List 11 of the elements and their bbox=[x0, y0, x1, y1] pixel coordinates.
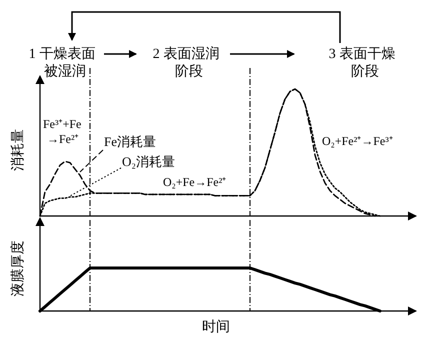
y-axis-title: 消耗量 bbox=[10, 129, 26, 171]
text: 2 表面湿润阶段 bbox=[152, 46, 220, 80]
annotation: O₂+Fe²⁺→Fe³⁺ bbox=[322, 134, 393, 148]
annotation: O₂+Fe→Fe²⁺ bbox=[163, 175, 226, 189]
text: Fe消耗量 bbox=[104, 134, 156, 149]
legend-label: O₂消耗量 bbox=[122, 154, 175, 169]
x-axis-title: 时间 bbox=[202, 319, 230, 335]
y-axis-title: 液膜厚度 bbox=[10, 240, 26, 296]
annotation: Fe³⁺+Fe→Fe²⁺ bbox=[43, 117, 82, 146]
text: 3 表面干燥阶段 bbox=[328, 46, 396, 80]
text: 1 干燥表面被湿润 bbox=[28, 46, 96, 80]
